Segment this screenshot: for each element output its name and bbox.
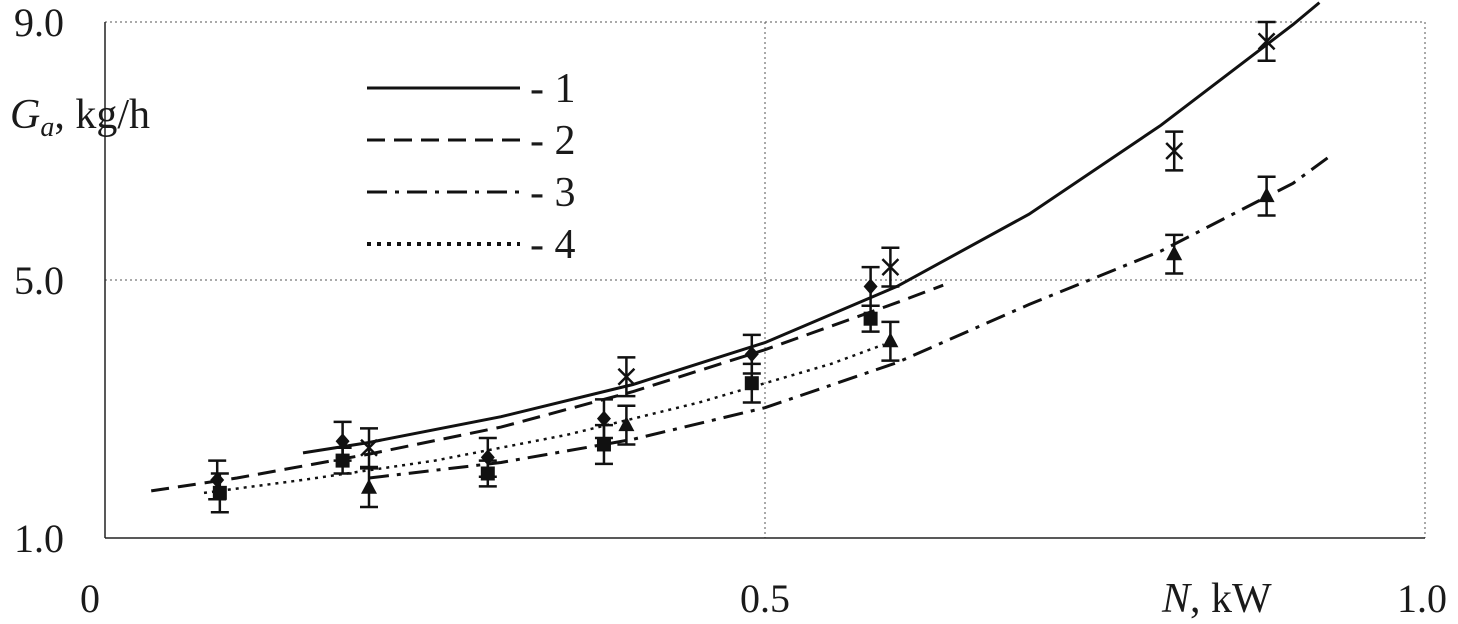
y-tick-label: 9.0 xyxy=(14,0,64,45)
x-marker xyxy=(360,438,378,457)
fit-curve-1 xyxy=(302,1,1321,455)
y-tick-label: 1.0 xyxy=(14,516,64,561)
data-point xyxy=(861,304,880,333)
triangle-marker xyxy=(1166,245,1183,261)
fitted-curves xyxy=(150,1,1334,495)
fit-curve-4 xyxy=(203,343,885,495)
series-1-points xyxy=(360,20,1276,469)
y-axis-title: Ga, kg/h xyxy=(10,92,150,143)
data-point xyxy=(360,467,378,509)
data-point xyxy=(594,423,613,466)
svg-text:Ga, kg/h: Ga, kg/h xyxy=(10,92,150,143)
x-marker xyxy=(1165,142,1184,160)
data-point xyxy=(333,446,352,475)
data-point xyxy=(478,459,497,488)
square-marker xyxy=(335,453,350,468)
legend-label-3: - 3 xyxy=(530,170,576,216)
axes xyxy=(104,22,1425,539)
x-marker xyxy=(617,367,636,386)
y-axis-variable: G xyxy=(10,92,40,138)
fit-curve-2 xyxy=(150,283,944,493)
diamond-marker xyxy=(596,410,611,427)
square-marker xyxy=(212,485,227,500)
y-axis-unit: , kg/h xyxy=(54,92,150,138)
tick-labels: 1.0 5.0 9.0 0 0.5 1.0 xyxy=(14,0,1447,621)
data-point xyxy=(617,356,636,398)
data-point xyxy=(210,472,229,514)
x-axis-variable: N xyxy=(1161,576,1192,622)
x-tick-label: 0 xyxy=(80,576,100,621)
triangle-marker xyxy=(361,478,377,494)
x-axis-unit: , kW xyxy=(1190,576,1272,622)
data-point xyxy=(742,362,761,404)
data-points xyxy=(208,20,1276,514)
x-axis-title: N, kW xyxy=(1161,576,1272,622)
grid-lines xyxy=(105,21,1426,538)
fit-curve-3 xyxy=(368,152,1334,480)
data-point xyxy=(881,320,900,362)
data-point xyxy=(1165,130,1184,172)
svg-text:N, kW: N, kW xyxy=(1161,576,1272,622)
data-point xyxy=(881,246,900,288)
legend: - 1 - 2 - 3 - 4 xyxy=(367,66,576,268)
x-marker xyxy=(881,258,900,276)
x-marker xyxy=(1257,32,1276,51)
data-point xyxy=(360,427,378,469)
data-point xyxy=(1165,233,1184,275)
x-tick-label: 0.5 xyxy=(740,576,790,621)
series-3-points xyxy=(360,175,1276,509)
data-point xyxy=(1257,20,1276,62)
legend-label-2: - 2 xyxy=(530,118,576,164)
data-point xyxy=(617,404,636,446)
triangle-marker xyxy=(882,332,899,348)
series-2-points xyxy=(208,265,880,501)
y-tick-label: 5.0 xyxy=(14,258,64,303)
diamond-marker xyxy=(335,433,350,450)
diamond-marker xyxy=(744,346,759,363)
series-4-points xyxy=(210,304,880,514)
triangle-marker xyxy=(618,416,635,432)
y-axis-subscript: a xyxy=(40,112,54,143)
x-tick-label: 1.0 xyxy=(1397,576,1447,621)
data-point xyxy=(1257,175,1276,217)
square-marker xyxy=(480,466,495,481)
legend-label-4: - 4 xyxy=(530,222,576,268)
triangle-marker xyxy=(1258,187,1275,203)
diamond-marker xyxy=(863,278,878,295)
square-marker xyxy=(744,376,759,391)
square-marker xyxy=(863,311,878,326)
square-marker xyxy=(596,437,611,452)
legend-label-1: - 1 xyxy=(530,66,576,112)
